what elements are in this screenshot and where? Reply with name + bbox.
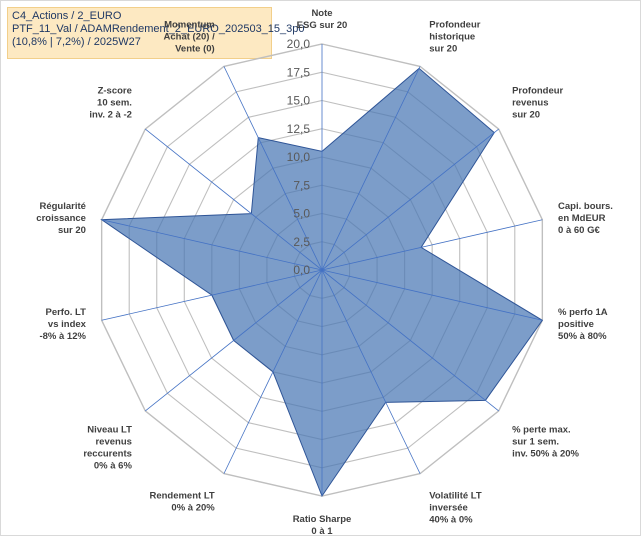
axis-spoke	[321, 128, 499, 271]
axis-label: Rendement LT 0% à 20%	[149, 490, 215, 513]
radial-tick-label: 12,5	[287, 122, 311, 136]
radial-tick-label: 15,0	[287, 94, 311, 108]
axis-label: Perfo. LT vs index -8% à 12%	[39, 307, 86, 342]
axis-spoke	[101, 219, 323, 271]
axis-label: Niveau LT revenus reccurents 0% à 6%	[83, 424, 132, 471]
radial-tick-label: 5,0	[293, 207, 310, 221]
axis-label: Note ESG sur 20	[297, 8, 348, 31]
radial-tick-label: 2,5	[293, 235, 310, 249]
axis-spoke	[145, 128, 323, 271]
info-line-3: (10,8% | 7,2%) / 2025W27	[12, 36, 141, 48]
axis-label: Capi. bours. en MdEUR 0 à 60 G€	[558, 201, 613, 236]
axis-spoke	[321, 219, 543, 271]
radial-tick-label: 7,5	[293, 178, 310, 192]
axis-label: Ratio Sharpe 0 à 1	[293, 514, 352, 536]
axis-spoke	[223, 66, 323, 271]
axis-label: Profondeur revenus sur 20	[512, 86, 563, 121]
axis-spoke	[321, 269, 543, 321]
info-line-1: C4_Actions / 2_EURO	[12, 10, 122, 22]
axis-spoke	[321, 269, 499, 412]
radial-tick-label: 20,0	[287, 37, 311, 51]
radial-tick-label: 17,5	[287, 65, 311, 79]
axis-label: Momentum Achat (20) / Vente (0)	[164, 20, 216, 55]
axis-label: Profondeur historique sur 20	[429, 20, 480, 55]
axis-label: Volatilité LT inversée 40% à 0%	[429, 490, 482, 525]
axis-spoke	[321, 66, 421, 271]
radial-tick-label: 10,0	[287, 150, 311, 164]
axis-spoke	[321, 269, 421, 474]
axis-label: % perte max. sur 1 sem. inv. 50% à 20%	[512, 424, 579, 459]
info-line-2: PTF_11_Val / ADAMRendement_2_EURO_202503…	[12, 23, 305, 35]
axis-label: Z-score 10 sem. inv. 2 à -2	[89, 86, 132, 121]
axis-label: % perfo 1A positive 50% à 80%	[558, 307, 608, 342]
axis-label: Régularité croissance sur 20	[36, 201, 86, 236]
radial-tick-label: 0,0	[293, 263, 310, 277]
portfolio-info-box: C4_Actions / 2_EURO PTF_11_Val / ADAMRen…	[7, 7, 305, 59]
